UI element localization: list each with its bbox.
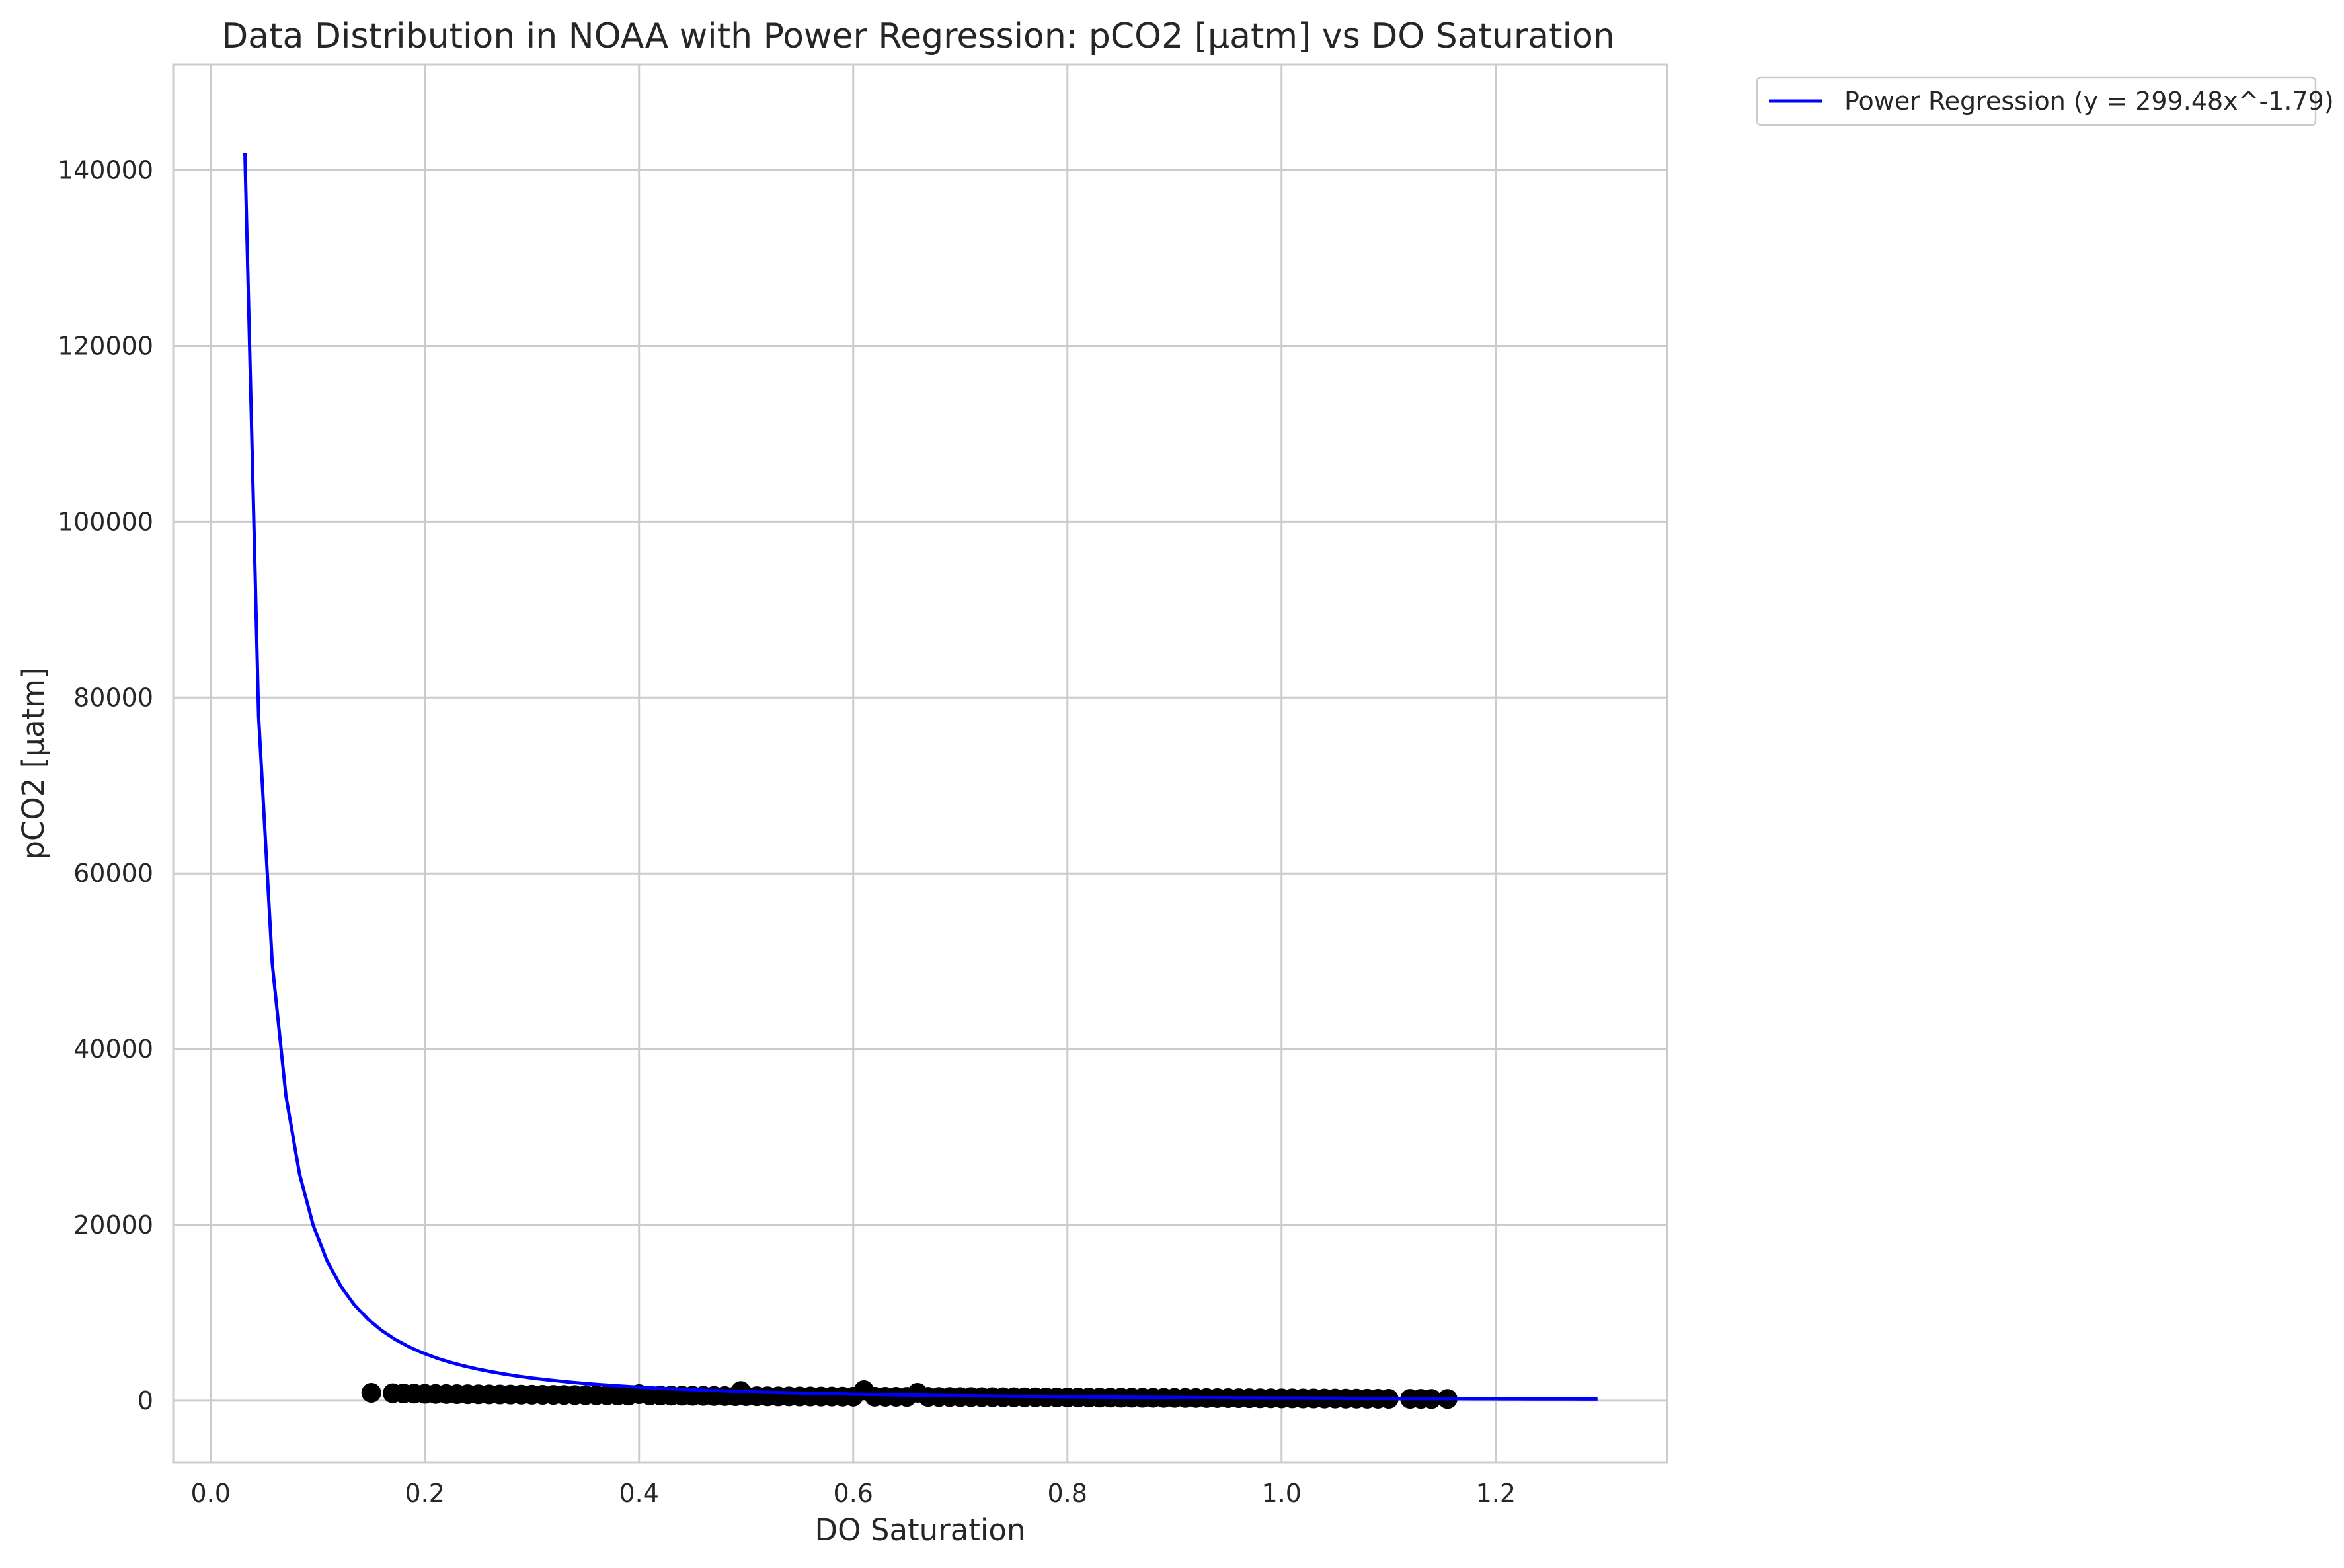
- x-axis-label: DO Saturation: [815, 1512, 1026, 1548]
- y-tick-label: 100000: [58, 507, 153, 536]
- y-tick-labels: 0 20000 40000 60000 80000 100000 120000 140000: [58, 156, 153, 1415]
- legend-frame: [1756, 76, 2317, 126]
- x-tick-label: 0.2: [405, 1479, 444, 1508]
- x-tick-label: 1.2: [1476, 1479, 1516, 1508]
- y-tick-label: 20000: [73, 1210, 153, 1239]
- y-tick-label: 120000: [58, 331, 153, 360]
- x-tick-label: 0.6: [834, 1479, 873, 1508]
- y-tick-label: 80000: [73, 683, 153, 712]
- scatter-point: [361, 1382, 381, 1403]
- x-tick-label: 0.0: [190, 1479, 230, 1508]
- grid: [173, 65, 1667, 1462]
- y-tick-label: 40000: [73, 1035, 153, 1064]
- regression-line: [243, 153, 1598, 1401]
- x-tick-labels: 0.0 0.2 0.4 0.6 0.8 1.0 1.2: [190, 1479, 1516, 1508]
- plot-frame: [172, 63, 1668, 1464]
- x-tick-label: 0.4: [619, 1479, 659, 1508]
- regression-series: [243, 153, 1598, 1401]
- y-axis-label: pCO2 [µatm]: [16, 667, 51, 859]
- y-tick-label: 60000: [73, 859, 153, 888]
- chart-title: Data Distribution in NOAA with Power Reg…: [221, 17, 1615, 56]
- y-tick-label: 140000: [58, 156, 153, 185]
- x-tick-label: 1.0: [1262, 1479, 1302, 1508]
- y-tick-label: 0: [137, 1386, 153, 1415]
- legend: Power Regression (y = 299.48x^-1.79): [1756, 76, 2334, 126]
- legend-entry-regression: Power Regression (y = 299.48x^-1.79): [1844, 87, 2334, 116]
- x-tick-label: 0.8: [1048, 1479, 1087, 1508]
